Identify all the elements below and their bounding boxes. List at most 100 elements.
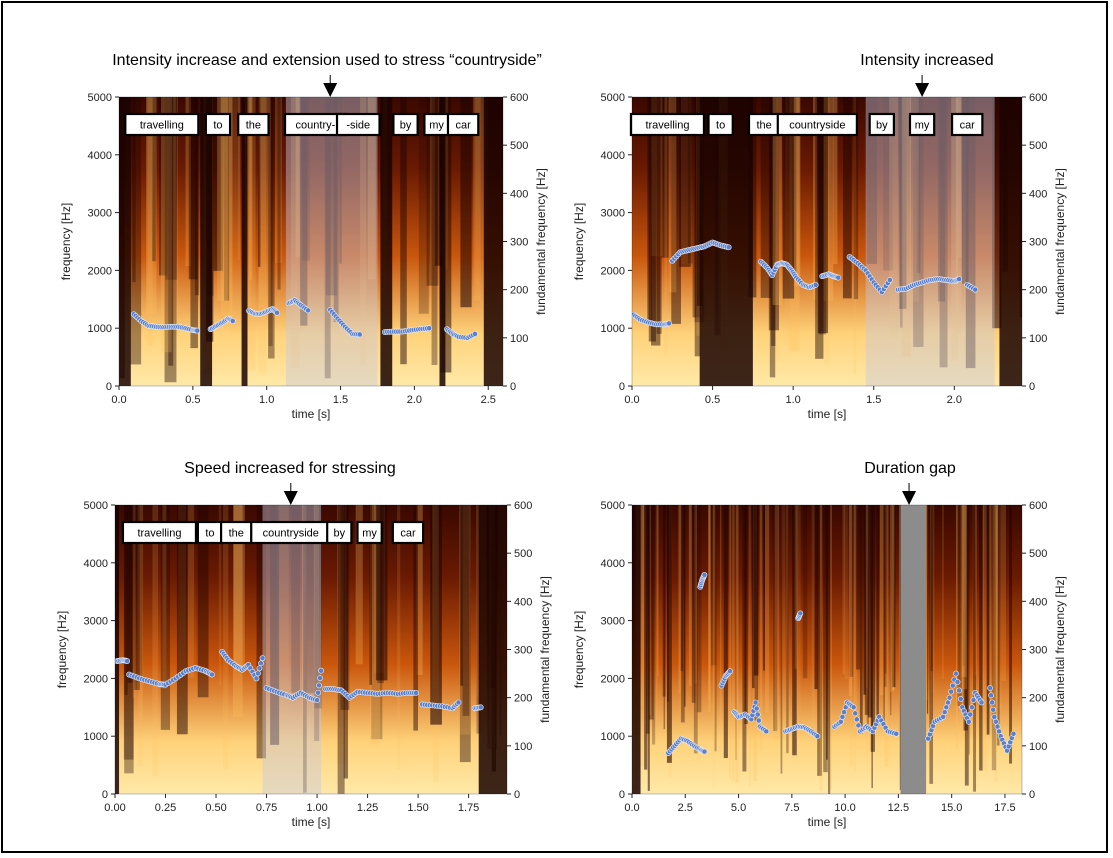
- spectro-streak: [972, 505, 977, 790]
- f0-point: [318, 667, 325, 674]
- f0-point: [855, 722, 862, 729]
- f0-point: [755, 717, 762, 724]
- spectro-streak: [244, 97, 256, 370]
- spectro-streak: [693, 505, 698, 754]
- word-box: [356, 520, 383, 545]
- f0-point: [753, 705, 760, 712]
- word-text: by: [333, 528, 345, 540]
- word-text: travelling: [140, 120, 184, 132]
- silence-band: [483, 97, 503, 386]
- chart-panel-4: 0 1000 2000 3000 4000 5000 0 100 200 300 400 500 600…: [572, 460, 1067, 829]
- spectro-streak: [731, 505, 733, 760]
- x-tick-label: 15.0: [941, 802, 962, 814]
- f0-point: [990, 706, 997, 713]
- word-label: to: [707, 112, 734, 137]
- word-box: [391, 520, 425, 545]
- x-tick-label: 2.5: [481, 394, 496, 406]
- spectro-streak: [641, 505, 645, 707]
- spectro-streak: [274, 97, 283, 264]
- y-tick-label: 4000: [88, 150, 112, 162]
- word-text: car: [960, 120, 976, 132]
- spectro-streak: [291, 505, 300, 693]
- x-tick-label: 0.0: [624, 394, 639, 406]
- x-tick-label: 17.5: [994, 802, 1015, 814]
- x-tick-label: 0.5: [185, 394, 200, 406]
- f0-point: [701, 571, 708, 578]
- spectro-streak: [1001, 505, 1006, 682]
- spectro-streak: [692, 97, 700, 318]
- spectro-streak: [355, 505, 363, 665]
- spectro-streak: [188, 97, 198, 280]
- spectro-streak: [842, 97, 852, 299]
- spectro-streak: [302, 505, 307, 737]
- spectro-streak: [962, 505, 968, 690]
- spectro-streak: [679, 505, 683, 746]
- spectro-streak: [965, 97, 976, 369]
- spectro-streak: [859, 505, 863, 734]
- spectro-streak: [694, 97, 701, 357]
- word-box: [707, 112, 734, 137]
- spectro-streak: [951, 97, 959, 361]
- spectro-streak: [663, 505, 665, 730]
- word-label: to: [204, 112, 232, 137]
- spectro-streak: [864, 505, 869, 715]
- f0-point: [957, 695, 964, 702]
- spectro-streak: [748, 505, 751, 788]
- spectro-streak: [792, 97, 797, 279]
- spectro-streak: [811, 505, 815, 741]
- spectro-streak: [226, 97, 230, 296]
- spectro-streak: [314, 505, 320, 742]
- spectro-streak: [258, 97, 267, 374]
- f0-point: [841, 709, 847, 716]
- spectro-streak: [832, 97, 838, 265]
- spectro-streak: [187, 505, 195, 678]
- spectro-streak: [853, 97, 857, 375]
- spectro-streak: [678, 505, 681, 694]
- spectro-streak: [913, 97, 924, 347]
- spectro-streak: [884, 505, 887, 687]
- f0-point: [994, 723, 1001, 730]
- spectro-streak: [883, 505, 885, 723]
- f0-point: [426, 325, 433, 332]
- y2-axis-label: fundamental frequency [Hz]: [538, 576, 552, 723]
- y-tick-label: 5000: [601, 92, 625, 104]
- word-label: the: [747, 112, 781, 137]
- spectro-streak: [217, 97, 228, 301]
- y2-tick-label: 500: [510, 140, 528, 152]
- spectro-streak: [854, 505, 856, 772]
- spectro-streak: [337, 505, 345, 794]
- spectro-streak: [735, 505, 737, 761]
- spectro-streak: [786, 505, 789, 754]
- y2-tick-label: 400: [510, 188, 528, 200]
- spectro-streak: [776, 97, 779, 362]
- spectro-streak: [418, 97, 429, 314]
- spectro-streak: [899, 97, 907, 309]
- spectro-streak: [780, 505, 783, 774]
- y2-tick-label: 300: [1029, 645, 1047, 657]
- spectro-streak: [684, 505, 686, 707]
- f0-point: [978, 699, 985, 706]
- spectro-streak: [638, 505, 644, 767]
- spectro-streak: [459, 505, 471, 735]
- f0-point: [970, 697, 977, 703]
- spectro-streak: [889, 505, 894, 692]
- spectro-streak: [916, 97, 921, 274]
- word-text: car: [455, 120, 471, 132]
- spectro-streak: [303, 505, 307, 793]
- silence-band: [439, 97, 446, 386]
- spectro-streak: [997, 505, 1002, 710]
- spectro-streak: [961, 97, 969, 284]
- y-tick-label: 3000: [88, 208, 112, 220]
- spectro-streak: [648, 505, 654, 720]
- spectro-streak: [434, 97, 443, 266]
- spectro-streak: [763, 505, 765, 671]
- f0-point: [839, 714, 846, 720]
- chart-panel-2: travelling to the countryside by my car0100020…: [572, 52, 1067, 421]
- word-text: by: [876, 120, 888, 132]
- spectro-streak: [124, 505, 134, 774]
- y2-tick-label: 200: [514, 693, 532, 705]
- spectro-streak: [982, 505, 985, 767]
- spectrogram: [119, 97, 503, 386]
- x-tick-label: 1.75: [458, 802, 479, 814]
